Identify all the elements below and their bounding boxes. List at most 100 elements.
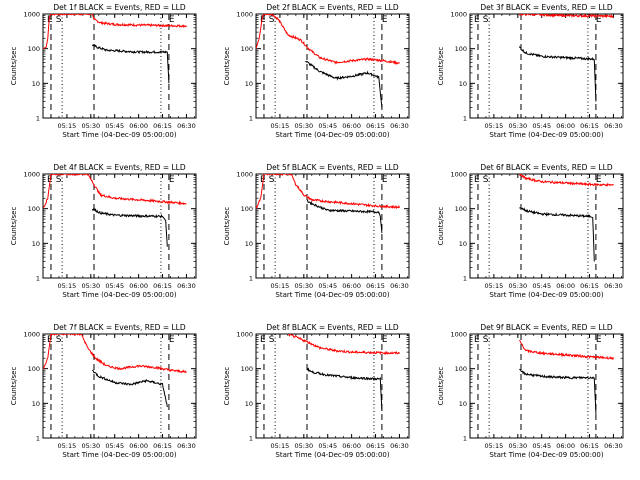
x-tick-label: 06:00 [342,122,361,130]
x-tick-label: 05:30 [81,442,100,450]
y-tick-label: 1 [463,435,467,443]
events-series-line [91,44,170,84]
y-tick-label: 100 [241,205,253,213]
y-axis-label: Counts/sec [10,207,18,246]
x-tick-label: 06:15 [366,442,385,450]
marker-label: S [269,175,275,185]
x-tick-label: 05:15 [485,442,504,450]
marker-label: S [56,335,62,345]
y-axis-label: Counts/sec [437,207,445,246]
x-tick-label: 05:15 [58,442,77,450]
x-tick-label: 05:45 [318,282,337,290]
chart-panel-6: Det 6f BLACK = Events, RED = LLD Counts/s… [437,163,624,299]
panel-title: Det 1f BLACK = Events, RED = LLD [53,3,186,12]
y-tick-label: 1000 [450,171,467,179]
y-axis-label: Counts/sec [437,367,445,406]
marker-label: E [47,15,53,25]
y-tick-label: 1 [36,435,40,443]
x-tick-label: 05:30 [294,282,313,290]
marker-label: S [56,15,62,25]
x-axis-label: Start Time (04-Dec-09 05:00:00) [275,131,389,139]
x-tick-label: 06:30 [390,122,409,130]
x-tick-label: 05:45 [105,442,124,450]
plot-frame [255,13,410,119]
lld-series-line [43,174,187,209]
x-tick-label: 05:15 [271,442,290,450]
y-axis-label: Counts/sec [10,367,18,406]
x-tick-label: 06:15 [580,442,599,450]
marker-label: E [382,335,388,345]
marker-label: E [169,175,175,185]
lld-series-line [519,174,614,188]
y-tick-label: 100 [241,45,253,53]
plot-frame [469,173,624,279]
y-tick-label: 100 [241,365,253,373]
x-tick-label: 06:15 [580,122,599,130]
x-axis-label: Start Time (04-Dec-09 05:00:00) [62,451,176,459]
panel-title: Det 4f BLACK = Events, RED = LLD [53,163,186,172]
marker-label: E [382,175,388,185]
chart-panel-1: Det 1f BLACK = Events, RED = LLD Counts/s… [10,3,197,139]
x-tick-label: 06:15 [153,442,172,450]
events-series-line [519,368,597,414]
marker-label: E [474,335,480,345]
x-tick-label: 05:45 [532,282,551,290]
marker-label: E [474,15,480,25]
y-tick-label: 1 [249,275,253,283]
x-axis-label: Start Time (04-Dec-09 05:00:00) [489,131,603,139]
x-tick-label: 06:30 [177,282,196,290]
events-series-line [92,369,168,408]
y-tick-label: 10 [32,240,40,248]
x-tick-label: 06:30 [390,282,409,290]
marker-label: E [596,335,602,345]
x-tick-label: 06:15 [153,282,172,290]
x-tick-label: 05:45 [318,122,337,130]
events-series-line [518,46,597,102]
x-tick-label: 06:30 [604,282,623,290]
lld-series-line [43,334,187,374]
lld-series-line [43,14,187,50]
marker-label: E [382,15,388,25]
plot-frame [469,333,624,439]
marker-label: S [269,15,275,25]
y-tick-label: 100 [28,205,40,213]
x-axis-label: Start Time (04-Dec-09 05:00:00) [62,131,176,139]
marker-label: E [596,175,602,185]
x-axis-label: Start Time (04-Dec-09 05:00:00) [489,451,603,459]
x-tick-label: 06:00 [129,122,148,130]
panel-title: Det 9f BLACK = Events, RED = LLD [480,323,613,332]
plot-frame [42,13,197,119]
x-tick-label: 06:00 [342,442,361,450]
y-tick-label: 100 [455,45,467,53]
y-tick-label: 100 [28,365,40,373]
x-tick-label: 06:30 [604,122,623,130]
marker-label: E [474,175,480,185]
y-tick-label: 10 [459,240,467,248]
panel-title: Det 2f BLACK = Events, RED = LLD [266,3,399,12]
panel-title: Det 5f BLACK = Events, RED = LLD [266,163,399,172]
chart-panel-9: Det 9f BLACK = Events, RED = LLD Counts/s… [437,323,624,459]
x-tick-label: 06:30 [604,442,623,450]
x-tick-label: 05:30 [81,282,100,290]
events-series-line [306,367,383,412]
y-tick-label: 1000 [236,171,253,179]
chart-panel-4: Det 4f BLACK = Events, RED = LLD Counts/s… [10,163,197,299]
plot-frame [255,173,410,279]
lld-series-line [256,174,400,210]
x-axis-label: Start Time (04-Dec-09 05:00:00) [62,291,176,299]
x-tick-label: 05:15 [58,282,77,290]
x-tick-label: 06:00 [129,442,148,450]
marker-label: E [596,15,602,25]
x-tick-label: 05:45 [318,442,337,450]
x-tick-label: 05:30 [294,442,313,450]
y-tick-label: 1000 [236,11,253,19]
x-tick-label: 05:30 [294,122,313,130]
x-tick-label: 06:00 [129,282,148,290]
marker-label: E [260,335,266,345]
x-tick-label: 05:45 [532,442,551,450]
x-axis-label: Start Time (04-Dec-09 05:00:00) [489,291,603,299]
y-tick-label: 1 [463,275,467,283]
x-tick-label: 05:45 [105,122,124,130]
x-tick-label: 06:00 [556,442,575,450]
plot-frame [255,333,410,439]
